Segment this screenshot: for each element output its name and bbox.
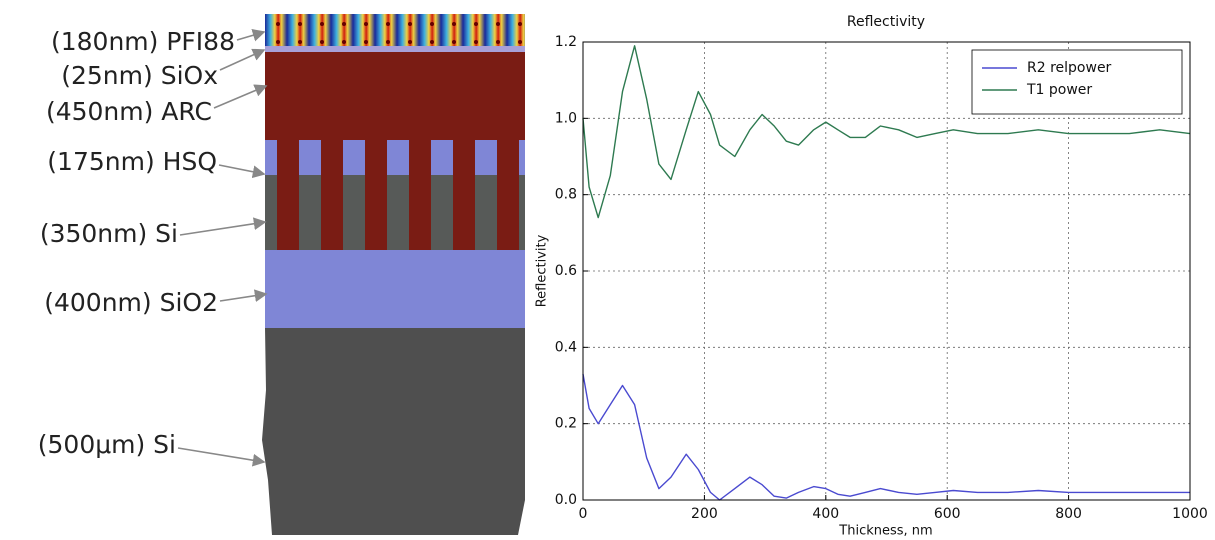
series-line: [582, 373, 1190, 501]
x-tick-label: 1000: [1172, 506, 1208, 522]
legend-label: R2 relpower: [1027, 60, 1112, 76]
arc-layer: [265, 52, 525, 142]
x-tick-label: 400: [812, 506, 839, 522]
layer-stack: [262, 14, 525, 535]
y-axis-label: Reflectivity: [535, 234, 550, 307]
x-tick-label: 0: [579, 506, 588, 522]
arrow: [177, 447, 266, 467]
si-layer: [265, 175, 525, 251]
layer-label: (25nm) SiOx: [61, 61, 218, 90]
series-line: [582, 45, 1191, 219]
chart-title: Reflectivity: [847, 14, 925, 30]
x-tick-label: 200: [691, 506, 718, 522]
legend-box: [971, 49, 1183, 115]
x-tick-label: 600: [934, 506, 961, 522]
layer-label: (180nm) PFI88: [51, 27, 235, 56]
y-tick-label: 0.0: [555, 492, 577, 508]
layer-labels: (180nm) PFI88 (25nm) SiOx (450nm) ARC (1…: [38, 27, 268, 467]
substrate-layer: [262, 328, 525, 535]
y-tick-label: 1.2: [555, 34, 577, 50]
chart: Reflectivity Thickness, nm Reflectivity …: [535, 14, 1208, 539]
y-tick-label: 0.8: [555, 187, 577, 203]
siox-layer: [265, 46, 525, 52]
layer-label: (350nm) Si: [40, 219, 178, 248]
x-tick-label: 800: [1055, 506, 1082, 522]
arrow: [213, 84, 268, 109]
arrow: [219, 289, 268, 303]
y-tick-label: 0.4: [555, 339, 577, 355]
layer-label: (175nm) HSQ: [47, 147, 217, 176]
arrow: [218, 164, 266, 179]
layer-label: (400nm) SiO2: [44, 288, 218, 317]
y-tick-label: 0.6: [555, 263, 577, 279]
legend-label: T1 power: [1026, 82, 1092, 98]
pfi88-layer: [265, 14, 525, 46]
layer-label: (500μm) Si: [38, 430, 176, 459]
sio2-layer: [265, 250, 525, 328]
y-tick-label: 1.0: [555, 110, 577, 126]
hsq-layer: [265, 140, 525, 176]
y-tick-label: 0.2: [555, 416, 577, 432]
arrow: [236, 29, 266, 42]
layer-label: (450nm) ARC: [46, 97, 212, 126]
plot-frame: [582, 41, 1191, 501]
x-axis-label: Thickness, nm: [838, 524, 932, 539]
arrow: [219, 48, 266, 71]
arrow: [179, 217, 267, 236]
